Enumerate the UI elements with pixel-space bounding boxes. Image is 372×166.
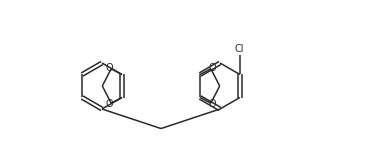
Text: O: O <box>209 63 216 73</box>
Text: Cl: Cl <box>234 44 244 54</box>
Text: O: O <box>209 99 216 109</box>
Text: O: O <box>106 99 113 109</box>
Text: O: O <box>106 63 113 73</box>
